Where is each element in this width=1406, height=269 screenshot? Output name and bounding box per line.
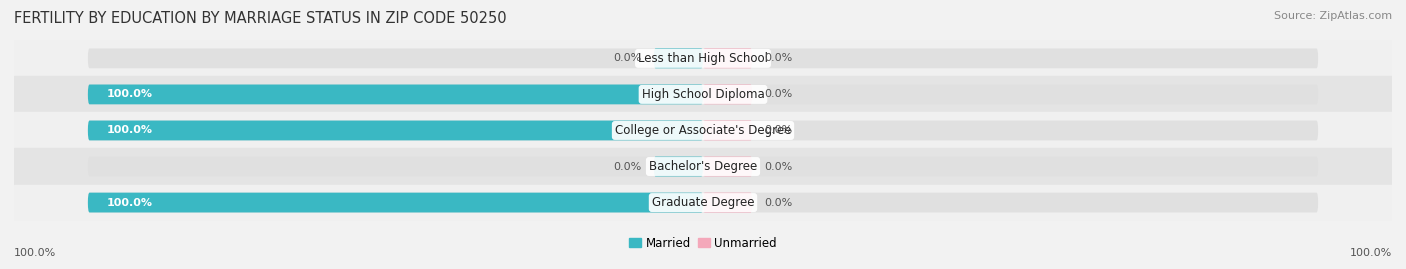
- Text: 100.0%: 100.0%: [107, 125, 152, 136]
- FancyBboxPatch shape: [87, 48, 1319, 68]
- Text: Bachelor's Degree: Bachelor's Degree: [650, 160, 756, 173]
- FancyBboxPatch shape: [654, 157, 703, 176]
- Text: High School Diploma: High School Diploma: [641, 88, 765, 101]
- FancyBboxPatch shape: [87, 157, 1319, 176]
- Text: 0.0%: 0.0%: [765, 53, 793, 63]
- Bar: [14, 185, 1392, 221]
- FancyBboxPatch shape: [87, 84, 1319, 104]
- FancyBboxPatch shape: [87, 193, 1319, 213]
- FancyBboxPatch shape: [87, 84, 703, 104]
- FancyBboxPatch shape: [703, 193, 752, 213]
- Text: College or Associate's Degree: College or Associate's Degree: [614, 124, 792, 137]
- Text: 0.0%: 0.0%: [765, 89, 793, 100]
- FancyBboxPatch shape: [87, 121, 703, 140]
- Bar: [14, 40, 1392, 76]
- Text: 0.0%: 0.0%: [613, 161, 641, 172]
- FancyBboxPatch shape: [87, 121, 1319, 140]
- FancyBboxPatch shape: [654, 48, 703, 68]
- Text: 0.0%: 0.0%: [765, 197, 793, 208]
- Text: 100.0%: 100.0%: [14, 248, 56, 258]
- Text: 100.0%: 100.0%: [107, 89, 152, 100]
- Text: 0.0%: 0.0%: [613, 53, 641, 63]
- Bar: [14, 148, 1392, 185]
- Text: 0.0%: 0.0%: [765, 125, 793, 136]
- Legend: Married, Unmarried: Married, Unmarried: [624, 232, 782, 254]
- Text: Graduate Degree: Graduate Degree: [652, 196, 754, 209]
- Text: Less than High School: Less than High School: [638, 52, 768, 65]
- Text: FERTILITY BY EDUCATION BY MARRIAGE STATUS IN ZIP CODE 50250: FERTILITY BY EDUCATION BY MARRIAGE STATU…: [14, 11, 506, 26]
- FancyBboxPatch shape: [703, 121, 752, 140]
- Bar: [14, 76, 1392, 112]
- Text: Source: ZipAtlas.com: Source: ZipAtlas.com: [1274, 11, 1392, 21]
- Text: 0.0%: 0.0%: [765, 161, 793, 172]
- FancyBboxPatch shape: [703, 84, 752, 104]
- FancyBboxPatch shape: [87, 193, 703, 213]
- Text: 100.0%: 100.0%: [107, 197, 152, 208]
- Text: 100.0%: 100.0%: [1350, 248, 1392, 258]
- Bar: [14, 112, 1392, 148]
- FancyBboxPatch shape: [703, 48, 752, 68]
- FancyBboxPatch shape: [703, 157, 752, 176]
